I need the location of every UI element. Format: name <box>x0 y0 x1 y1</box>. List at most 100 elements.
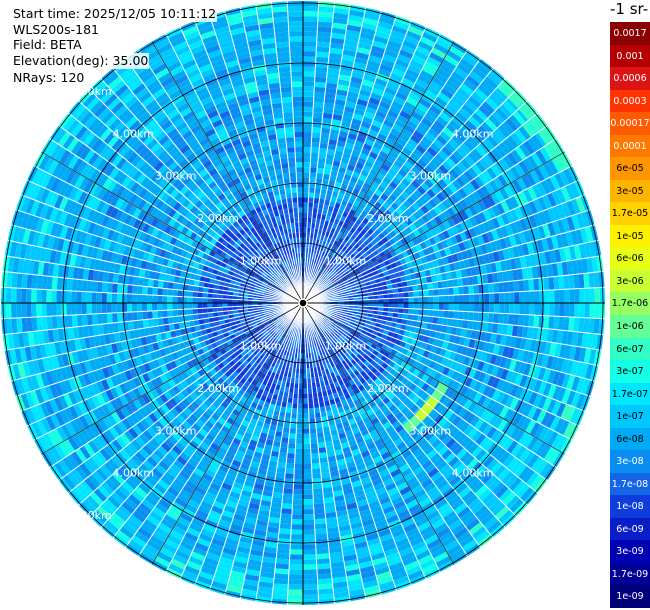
range-gate <box>503 281 510 293</box>
range-gate <box>109 386 120 399</box>
range-gate <box>393 159 404 169</box>
range-gate <box>427 127 440 139</box>
range-gate <box>281 320 287 326</box>
range-gate <box>303 116 313 123</box>
range-gate <box>289 554 303 560</box>
range-gate <box>123 430 135 443</box>
range-gate <box>326 280 332 286</box>
range-gate <box>360 169 370 178</box>
range-gate <box>480 408 491 421</box>
range-gate <box>499 334 507 346</box>
range-gate <box>275 322 281 327</box>
range-gate <box>299 368 303 374</box>
range-gate <box>303 353 306 359</box>
range-gate <box>468 338 476 349</box>
range-gate <box>583 242 592 259</box>
range-gate <box>331 312 337 316</box>
range-gate <box>334 181 342 189</box>
range-gate <box>331 165 340 172</box>
range-gate <box>320 319 326 325</box>
range-gate <box>570 391 581 408</box>
range-gate <box>283 322 289 328</box>
range-gate <box>255 404 264 412</box>
range-gate <box>324 335 330 341</box>
range-gate <box>101 481 115 496</box>
range-gate <box>317 391 323 398</box>
range-gate <box>340 157 350 165</box>
range-gate <box>350 76 363 85</box>
range-gate <box>315 381 321 388</box>
range-gate <box>416 226 426 236</box>
range-gate <box>468 522 484 536</box>
range-gate <box>185 346 193 355</box>
range-gate <box>327 143 337 151</box>
range-gate <box>397 287 404 294</box>
range-gate <box>448 518 463 531</box>
range-gate <box>119 448 131 462</box>
range-gate <box>313 101 325 108</box>
range-gate <box>431 100 446 112</box>
range-gate <box>437 91 451 104</box>
range-gate <box>529 474 544 490</box>
range-gate <box>300 353 303 359</box>
range-gate <box>339 327 346 333</box>
range-gate <box>282 333 288 339</box>
range-gate <box>486 458 499 472</box>
range-gate <box>469 415 481 428</box>
range-gate <box>303 242 307 248</box>
range-gate <box>453 526 469 540</box>
range-gate <box>480 243 488 255</box>
range-gate <box>368 295 374 300</box>
range-gate <box>303 579 318 585</box>
range-gate <box>303 16 319 22</box>
range-gate <box>541 264 549 278</box>
range-gate <box>163 390 173 401</box>
range-gate <box>340 539 355 547</box>
range-gate <box>258 332 264 338</box>
range-gate <box>324 194 332 201</box>
range-gate <box>366 133 377 143</box>
range-gate <box>408 365 417 375</box>
range-gate <box>303 177 310 183</box>
range-gate <box>347 341 354 347</box>
range-gate <box>295 373 300 379</box>
range-gate <box>184 377 194 386</box>
range-gate <box>340 325 347 331</box>
range-gate <box>336 171 345 179</box>
range-gate <box>361 79 375 88</box>
range-gate <box>401 318 408 325</box>
range-gate <box>154 526 170 539</box>
range-gate <box>430 185 440 196</box>
range-gate <box>131 535 147 548</box>
range-gate <box>412 284 419 292</box>
range-gate <box>209 459 221 469</box>
range-gate <box>320 132 330 139</box>
range-gate <box>322 112 333 120</box>
range-gate <box>316 427 324 434</box>
range-gate <box>514 128 527 144</box>
range-gate <box>455 212 465 224</box>
range-gate <box>407 357 416 366</box>
range-gate <box>30 405 41 422</box>
range-gate <box>504 117 519 132</box>
range-gate <box>556 329 564 344</box>
range-gate <box>420 256 428 265</box>
range-gate <box>458 294 465 303</box>
range-gate <box>359 89 372 98</box>
range-gate <box>366 442 377 451</box>
range-gate <box>486 398 496 412</box>
range-gate <box>415 125 428 137</box>
range-gate <box>356 98 369 107</box>
range-gate <box>413 162 425 173</box>
range-gate <box>256 319 262 324</box>
range-gate <box>325 271 330 277</box>
range-gate <box>348 321 355 326</box>
range-gate <box>324 97 336 105</box>
range-gate <box>486 442 499 456</box>
range-gate <box>445 79 460 92</box>
range-gate <box>325 82 338 90</box>
range-gate <box>243 521 256 530</box>
range-gate <box>254 524 268 532</box>
range-gate <box>265 439 274 446</box>
range-gate <box>466 457 479 471</box>
